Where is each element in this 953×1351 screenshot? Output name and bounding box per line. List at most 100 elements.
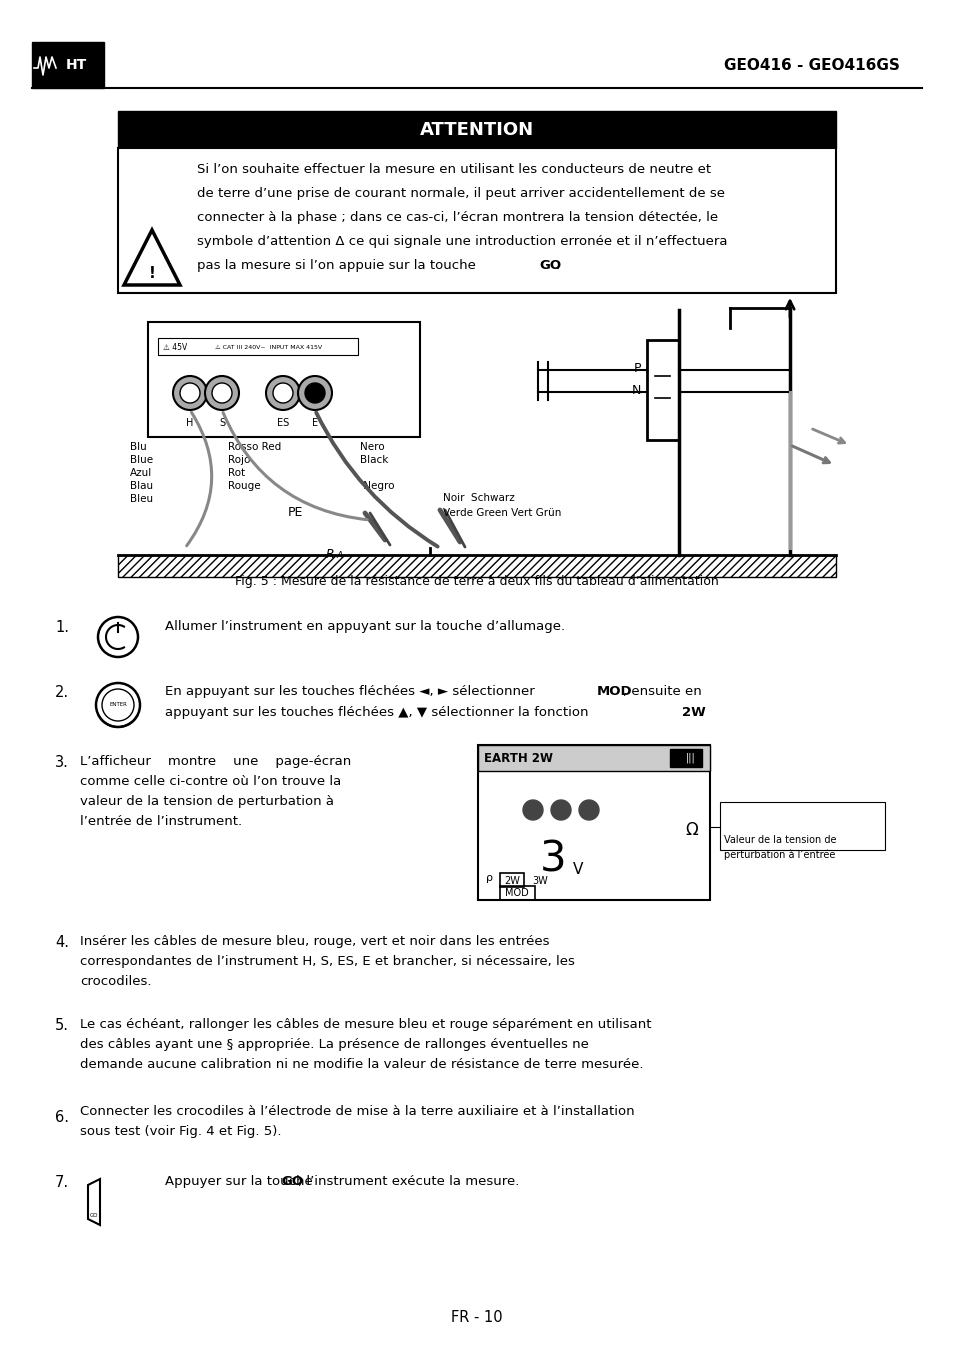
Circle shape — [273, 382, 293, 403]
Text: 6.: 6. — [55, 1109, 69, 1124]
Text: connecter à la phase ; dans ce cas-ci, l’écran montrera la tension détectée, le: connecter à la phase ; dans ce cas-ci, l… — [196, 211, 718, 224]
Text: demande aucune calibration ni ne modifie la valeur de résistance de terre mesuré: demande aucune calibration ni ne modifie… — [80, 1058, 643, 1071]
Circle shape — [205, 376, 239, 409]
Text: , ensuite en: , ensuite en — [622, 685, 701, 698]
Text: ATTENTION: ATTENTION — [419, 122, 534, 139]
Text: Blue: Blue — [130, 455, 153, 465]
Text: Verde Green Vert Grün: Verde Green Vert Grün — [442, 508, 560, 517]
Text: Black: Black — [359, 455, 388, 465]
Text: S: S — [218, 417, 225, 428]
Text: perturbation à l’entrée: perturbation à l’entrée — [723, 848, 835, 859]
Text: V: V — [572, 862, 582, 878]
Bar — [720, 802, 884, 850]
Text: |||: ||| — [685, 753, 695, 763]
Bar — [669, 748, 701, 767]
Text: En appuyant sur les touches fléchées ◄, ► sélectionner: En appuyant sur les touches fléchées ◄, … — [165, 685, 538, 698]
Text: H: H — [186, 417, 193, 428]
Text: !: ! — [149, 266, 155, 281]
Text: sous test (voir Fig. 4 et Fig. 5).: sous test (voir Fig. 4 et Fig. 5). — [80, 1125, 281, 1138]
Text: R: R — [325, 549, 334, 561]
Text: des câbles ayant une § appropriée. La présence de rallonges éventuelles ne: des câbles ayant une § appropriée. La pr… — [80, 1038, 588, 1051]
Text: FR - 10: FR - 10 — [451, 1310, 502, 1325]
Bar — [646, 340, 679, 440]
Text: 5.: 5. — [55, 1019, 69, 1034]
Text: ρ: ρ — [485, 873, 493, 884]
Text: MOD: MOD — [504, 888, 528, 898]
Text: Blu: Blu — [130, 442, 147, 453]
Circle shape — [578, 800, 598, 820]
Text: N: N — [631, 384, 640, 396]
Text: Appuyer sur la touche: Appuyer sur la touche — [165, 1175, 316, 1188]
Circle shape — [551, 800, 571, 820]
Text: Allumer l’instrument en appuyant sur la touche d’allumage.: Allumer l’instrument en appuyant sur la … — [165, 620, 564, 634]
Text: L’afficheur    montre    une    page-écran: L’afficheur montre une page-écran — [80, 755, 351, 767]
Circle shape — [98, 617, 138, 657]
Polygon shape — [124, 230, 180, 285]
Bar — [148, 322, 419, 436]
Text: ENTER: ENTER — [109, 703, 127, 708]
Circle shape — [212, 382, 232, 403]
Text: 1.: 1. — [55, 620, 69, 635]
Text: GO: GO — [90, 1213, 98, 1219]
Circle shape — [266, 376, 299, 409]
Text: A: A — [336, 551, 343, 561]
Text: E: E — [312, 417, 317, 428]
Bar — [499, 873, 523, 888]
Circle shape — [180, 382, 200, 403]
Text: l’entrée de l’instrument.: l’entrée de l’instrument. — [80, 815, 242, 828]
Text: Azul: Azul — [130, 467, 152, 478]
Text: Le cas échéant, rallonger les câbles de mesure bleu et rouge séparément en utili: Le cas échéant, rallonger les câbles de … — [80, 1019, 651, 1031]
Circle shape — [172, 376, 207, 409]
Bar — [158, 338, 357, 355]
Circle shape — [102, 689, 133, 721]
Text: , l’instrument exécute la mesure.: , l’instrument exécute la mesure. — [298, 1175, 519, 1188]
Text: Fig. 5 : Mesure de la résistance de terre à deux fils du tableau d’alimentation: Fig. 5 : Mesure de la résistance de terr… — [234, 576, 719, 588]
Circle shape — [305, 382, 325, 403]
Bar — [477, 744, 709, 771]
Text: correspondantes de l’instrument H, S, ES, E et brancher, si nécessaire, les: correspondantes de l’instrument H, S, ES… — [80, 955, 575, 969]
Text: GEO416 - GEO416GS: GEO416 - GEO416GS — [723, 58, 899, 73]
Circle shape — [96, 684, 140, 727]
Text: crocodiles.: crocodiles. — [80, 975, 152, 988]
Circle shape — [297, 376, 332, 409]
Text: MOD: MOD — [597, 685, 632, 698]
Text: Rosso Red: Rosso Red — [228, 442, 281, 453]
Text: Nero: Nero — [359, 442, 384, 453]
Text: Si l’on souhaite effectuer la mesure en utilisant les conducteurs de neutre et: Si l’on souhaite effectuer la mesure en … — [196, 163, 710, 176]
Text: 2W: 2W — [681, 707, 705, 719]
Text: P: P — [633, 362, 640, 374]
Text: Noir  Schwarz: Noir Schwarz — [442, 493, 515, 503]
Bar — [118, 149, 835, 293]
Text: 3.: 3. — [55, 755, 69, 770]
Text: GO: GO — [538, 259, 560, 272]
Text: .: . — [556, 259, 559, 272]
Text: 3W: 3W — [532, 875, 547, 886]
Text: Blau: Blau — [130, 481, 153, 490]
Bar — [118, 111, 835, 149]
Text: PE: PE — [287, 507, 302, 519]
Text: 4.: 4. — [55, 935, 69, 950]
Text: 7.: 7. — [55, 1175, 69, 1190]
Text: Valeur de la tension de: Valeur de la tension de — [723, 835, 836, 844]
Text: GO: GO — [281, 1175, 303, 1188]
Text: Ω: Ω — [685, 821, 698, 839]
Text: pas la mesure si l’on appuie sur la touche: pas la mesure si l’on appuie sur la touc… — [196, 259, 479, 272]
Text: 2W: 2W — [503, 875, 519, 886]
Text: Insérer les câbles de mesure bleu, rouge, vert et noir dans les entrées: Insérer les câbles de mesure bleu, rouge… — [80, 935, 549, 948]
Text: Connecter les crocodiles à l’électrode de mise à la terre auxiliaire et à l’inst: Connecter les crocodiles à l’électrode d… — [80, 1105, 634, 1119]
Text: ES: ES — [276, 417, 289, 428]
Text: symbole d’attention Δ ce qui signale une introduction erronée et il n’effectuera: symbole d’attention Δ ce qui signale une… — [196, 235, 727, 249]
Bar — [118, 555, 835, 577]
Text: EARTH 2W: EARTH 2W — [483, 753, 553, 766]
Text: 3: 3 — [539, 839, 566, 881]
Text: Rot: Rot — [228, 467, 245, 478]
Text: Rojo: Rojo — [228, 455, 250, 465]
Text: HT: HT — [66, 58, 87, 72]
Polygon shape — [88, 1179, 100, 1225]
Bar — [32, 42, 104, 88]
Text: ⚠ 45V: ⚠ 45V — [163, 343, 187, 351]
Text: ⚠ CAT III 240V~  INPUT MAX 415V: ⚠ CAT III 240V~ INPUT MAX 415V — [214, 345, 322, 350]
Text: appuyant sur les touches fléchées ▲, ▼ sélectionner la fonction: appuyant sur les touches fléchées ▲, ▼ s… — [165, 707, 592, 719]
Circle shape — [522, 800, 542, 820]
Text: comme celle ci-contre où l’on trouve la: comme celle ci-contre où l’on trouve la — [80, 775, 341, 788]
